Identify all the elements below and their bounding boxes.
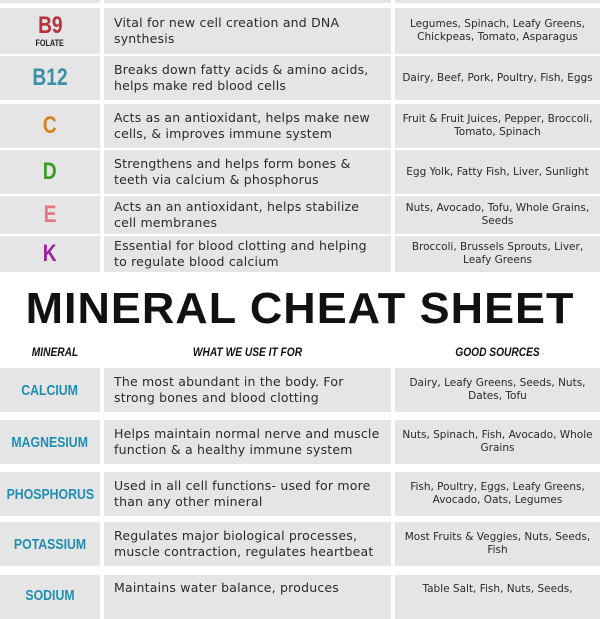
mineral-name: MAGNESIUM [11, 433, 89, 451]
mineral-use: Used in all cell functions- used for mor… [104, 472, 391, 516]
mineral-sources: Dairy, Leafy Greens, Seeds, Nuts, Dates,… [395, 368, 600, 412]
mineral-name: CALCIUM [21, 381, 79, 399]
vitamin-row: K Essential for blood clotting and helpi… [0, 236, 600, 272]
header-sources: GOOD SOURCES [455, 345, 540, 359]
vitamin-name: E [43, 201, 57, 228]
mineral-use: Regulates major biological processes, mu… [104, 522, 391, 566]
vitamin-sources: Egg Yolk, Fatty Fish, Liver, Sunlight [395, 150, 600, 194]
mineral-row: CALCIUM The most abundant in the body. F… [0, 368, 600, 412]
mineral-name: POTASSIUM [13, 535, 87, 553]
vitamin-name-cell: D [0, 150, 100, 194]
vitamin-sources: Fruit & Fruit Juices, Pepper, Broccoli, … [395, 104, 600, 148]
mineral-sources: Fish, Poultry, Eggs, Leafy Greens, Avoca… [395, 472, 600, 516]
vitamin-sources: Legumes, Spinach, Leafy Greens, Chickpea… [395, 8, 600, 54]
vitamin-subname: FOLATE [35, 38, 65, 48]
vitamin-name-cell: K [0, 236, 100, 272]
page-title: MINERAL CHEAT SHEET [25, 284, 575, 333]
vitamin-name-cell: B9 FOLATE [0, 8, 100, 54]
vitamin-row: E Acts an an antioxidant, helps stabiliz… [0, 196, 600, 234]
mineral-row: MAGNESIUM Helps maintain normal nerve an… [0, 420, 600, 464]
vitamin-use: Breaks down fatty acids & amino acids, h… [104, 56, 391, 100]
vitamin-use: Acts as an antioxidant, helps make new c… [104, 104, 391, 148]
header-use: WHAT WE USE IT FOR [192, 345, 303, 359]
vitamin-name-cell: E [0, 196, 100, 234]
mineral-name: SODIUM [25, 587, 75, 604]
mineral-name-cell: CALCIUM [0, 368, 100, 412]
mineral-row: SODIUM Maintains water balance, produces… [0, 575, 600, 619]
vitamin-row: D Strengthens and helps form bones & tee… [0, 150, 600, 194]
mineral-sources: Nuts, Spinach, Fish, Avocado, Whole Grai… [395, 420, 600, 464]
mineral-sources: Most Fruits & Veggies, Nuts, Seeds, Fish [395, 522, 600, 566]
vitamin-name: K [43, 240, 57, 267]
vitamin-sources: Broccoli, Brussels Sprouts, Liver, Leafy… [395, 236, 600, 272]
vitamin-row-partial [0, 0, 600, 3]
vitamin-row: C Acts as an antioxidant, helps make new… [0, 104, 600, 148]
vitamin-name-cell: B12 [0, 56, 100, 100]
mineral-row: PHOSPHORUS Used in all cell functions- u… [0, 472, 600, 516]
vitamin-name: C [43, 112, 57, 139]
header-mineral: MINERAL [31, 345, 79, 359]
mineral-use: Maintains water balance, produces [104, 575, 391, 619]
vitamin-name: B12 [32, 64, 68, 91]
vitamin-row: B9 FOLATE Vital for new cell creation an… [0, 8, 600, 54]
mineral-name-cell: PHOSPHORUS [0, 472, 100, 516]
vitamin-name-cell: C [0, 104, 100, 148]
vitamin-name: B9 [37, 12, 63, 39]
vitamin-row: B12 Breaks down fatty acids & amino acid… [0, 56, 600, 100]
vitamin-use: Vital for new cell creation and DNA synt… [104, 8, 391, 54]
vitamin-use: Acts an an antioxidant, helps stabilize … [104, 196, 391, 234]
mineral-sources: Table Salt, Fish, Nuts, Seeds, [395, 575, 600, 619]
mineral-name: PHOSPHORUS [6, 485, 94, 503]
vitamin-use: Essential for blood clotting and helping… [104, 236, 391, 272]
mineral-row: POTASSIUM Regulates major biological pro… [0, 522, 600, 566]
mineral-name-cell: POTASSIUM [0, 522, 100, 566]
mineral-name-cell: SODIUM [0, 575, 100, 619]
vitamin-name: D [43, 158, 57, 185]
mineral-use: Helps maintain normal nerve and muscle f… [104, 420, 391, 464]
vitamin-use: Strengthens and helps form bones & teeth… [104, 150, 391, 194]
vitamin-sources: Nuts, Avocado, Tofu, Whole Grains, Seeds [395, 196, 600, 234]
mineral-use: The most abundant in the body. For stron… [104, 368, 391, 412]
vitamin-sources: Dairy, Beef, Pork, Poultry, Fish, Eggs [395, 56, 600, 100]
mineral-name-cell: MAGNESIUM [0, 420, 100, 464]
